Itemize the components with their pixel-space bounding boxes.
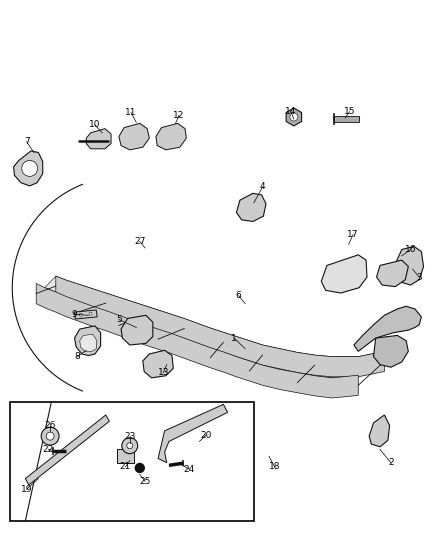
Text: 6: 6	[236, 291, 241, 300]
Circle shape	[41, 427, 59, 445]
Polygon shape	[354, 306, 421, 351]
Text: 25: 25	[139, 477, 151, 486]
Text: 20: 20	[200, 431, 212, 440]
Text: 15: 15	[344, 107, 355, 116]
Polygon shape	[117, 449, 134, 463]
Circle shape	[46, 432, 54, 440]
Polygon shape	[377, 260, 408, 287]
Polygon shape	[86, 128, 111, 149]
Polygon shape	[25, 415, 110, 485]
Text: 4: 4	[260, 182, 265, 191]
Text: 24: 24	[184, 465, 195, 473]
Polygon shape	[74, 326, 101, 356]
Circle shape	[122, 438, 138, 454]
Polygon shape	[156, 123, 186, 150]
Text: 26: 26	[44, 421, 56, 430]
Polygon shape	[369, 415, 390, 447]
Polygon shape	[45, 276, 385, 378]
Polygon shape	[395, 246, 424, 285]
Text: 1: 1	[231, 334, 237, 343]
Text: 7: 7	[24, 138, 29, 147]
Text: 12: 12	[173, 111, 185, 120]
Circle shape	[79, 313, 82, 316]
Polygon shape	[334, 116, 359, 122]
Text: 17: 17	[347, 230, 359, 239]
Text: 5: 5	[116, 315, 122, 324]
Polygon shape	[286, 108, 302, 126]
Polygon shape	[237, 193, 266, 221]
Text: 2: 2	[388, 458, 394, 467]
Polygon shape	[374, 335, 408, 367]
Polygon shape	[56, 276, 385, 377]
Polygon shape	[36, 284, 358, 398]
Circle shape	[135, 464, 144, 472]
Polygon shape	[321, 255, 367, 293]
Polygon shape	[74, 310, 97, 319]
Text: 21: 21	[120, 463, 131, 471]
Circle shape	[127, 443, 133, 449]
Polygon shape	[14, 151, 43, 186]
Circle shape	[89, 312, 92, 315]
Polygon shape	[121, 316, 153, 345]
Text: 23: 23	[124, 432, 135, 441]
Circle shape	[290, 113, 298, 121]
Circle shape	[22, 160, 38, 176]
Text: 19: 19	[21, 484, 32, 494]
Bar	[10, 402, 254, 521]
Polygon shape	[80, 334, 96, 351]
Text: 3: 3	[417, 272, 422, 281]
Text: 11: 11	[125, 108, 137, 117]
Polygon shape	[158, 405, 228, 463]
Polygon shape	[119, 123, 149, 150]
Text: 18: 18	[269, 463, 280, 471]
Text: 9: 9	[72, 310, 78, 319]
Text: 8: 8	[74, 352, 81, 361]
Text: 14: 14	[285, 107, 297, 116]
Polygon shape	[143, 350, 173, 378]
Text: 13: 13	[158, 368, 169, 377]
Text: 10: 10	[89, 120, 101, 130]
Text: 27: 27	[134, 237, 145, 246]
Text: 22: 22	[43, 445, 54, 454]
Text: 16: 16	[405, 245, 416, 254]
